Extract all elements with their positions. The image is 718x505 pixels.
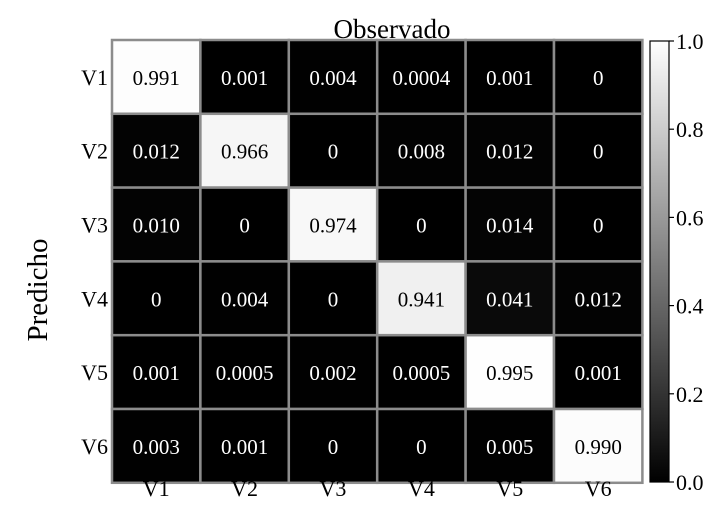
- cell-value-label: 0: [239, 214, 250, 238]
- cell-value-label: 0: [416, 214, 427, 238]
- cell-value-label: 0.002: [309, 361, 356, 385]
- heatmap-cell: [552, 260, 644, 337]
- cell-value-label: 0.003: [133, 435, 180, 459]
- y-tick-label: V5: [81, 360, 108, 385]
- cell-value-label: 0: [328, 287, 339, 311]
- heatmap-cell: [110, 186, 202, 263]
- x-tick-label: V3: [320, 476, 347, 500]
- cell-value-label: 0.004: [309, 66, 357, 90]
- cell-value-label: 0.012: [575, 287, 622, 311]
- heatmap-cell: [199, 333, 291, 411]
- x-tick-label: V1: [143, 476, 170, 500]
- cell-value-label: 0: [593, 140, 604, 164]
- heatmap-cell: [287, 112, 379, 189]
- cell-value-label: 0.001: [221, 435, 268, 459]
- heatmap-cell: [110, 38, 202, 116]
- heatmap-cell: [287, 260, 379, 337]
- cell-value-label: 0.941: [398, 287, 445, 311]
- cell-value-label: 0.014: [486, 214, 534, 238]
- x-tick-label: V6: [585, 476, 612, 500]
- cell-value-label: 0.991: [133, 66, 180, 90]
- heatmap-cell: [375, 186, 467, 263]
- heatmap-cell: [552, 407, 644, 485]
- heatmap-cell: [464, 260, 556, 337]
- cell-value-label: 0: [328, 140, 339, 164]
- heatmap-cell: [110, 333, 202, 411]
- x-tick-label: V4: [408, 476, 435, 500]
- cell-value-label: 0.012: [486, 140, 533, 164]
- heatmap-cell: [552, 112, 644, 189]
- colorbar-tick-label: 0.8: [676, 117, 704, 142]
- heatmap-cell: [287, 38, 379, 116]
- cell-value-label: 0.010: [133, 214, 180, 238]
- heatmap-cell: [199, 38, 291, 116]
- cell-value-label: 0.974: [309, 214, 357, 238]
- cell-value-label: 0: [593, 214, 604, 238]
- cell-value-label: 0.990: [575, 435, 622, 459]
- cell-value-label: 0.0004: [393, 66, 451, 90]
- heatmap-cell: [199, 186, 291, 263]
- y-tick-label: V2: [81, 139, 108, 164]
- heatmap-cell: [287, 407, 379, 485]
- heatmap-cell: [464, 186, 556, 263]
- cell-value-label: 0.001: [486, 66, 533, 90]
- cell-value-label: 0.005: [486, 435, 533, 459]
- cell-value-label: 0.0005: [216, 361, 274, 385]
- cell-value-label: 0.001: [133, 361, 180, 385]
- cell-value-label: 0.001: [221, 66, 268, 90]
- colorbar-tick-label: 0.6: [676, 205, 704, 230]
- colorbar-tick-label: 0.0: [676, 470, 704, 495]
- cell-value-label: 0.001: [575, 361, 622, 385]
- cell-value-label: 0.0005: [393, 361, 451, 385]
- y-tick-label: V3: [81, 213, 108, 238]
- y-tick-label: V1: [81, 65, 108, 90]
- x-tick-label: V5: [496, 476, 523, 500]
- cell-value-label: 0.995: [486, 361, 533, 385]
- y-tick-label: V4: [81, 286, 108, 311]
- cell-value-label: 0: [328, 435, 339, 459]
- colorbar-tick-label: 0.4: [676, 294, 704, 319]
- heatmap-cell: [110, 260, 202, 337]
- cell-value-label: 0.012: [133, 140, 180, 164]
- colorbar: 0.0 0.2 0.4 0.6 0.8 1.0: [649, 29, 704, 495]
- cell-value-label: 0: [151, 287, 162, 311]
- heatmap-cell: [110, 407, 202, 485]
- y-axis-label: Predicho: [22, 238, 54, 341]
- heatmap-cell: [552, 186, 644, 263]
- colorbar-gradient: [649, 40, 670, 483]
- heatmap-cell: [199, 112, 291, 189]
- heatmap-cell: [552, 333, 644, 411]
- cell-value-label: 0.004: [221, 287, 269, 311]
- y-tick-label: V6: [81, 434, 108, 459]
- heatmap-cell: [287, 186, 379, 263]
- x-tick-label: V2: [231, 476, 258, 500]
- cell-value-label: 0.008: [398, 140, 445, 164]
- heatmap: 0.991 0.001 0.004 0.0004 0.001 0 0.012 0.966 0 0.…: [81, 38, 644, 501]
- heatmap-cell: [375, 112, 467, 189]
- cell-value-label: 0.966: [221, 140, 268, 164]
- heatmap-cell: [464, 407, 556, 485]
- cell-value-label: 0.041: [486, 287, 533, 311]
- colorbar-tick-label: 0.2: [676, 382, 704, 407]
- cell-value-label: 0: [416, 435, 427, 459]
- cell-value-label: 0: [593, 66, 604, 90]
- colorbar-tick-label: 1.0: [676, 29, 704, 54]
